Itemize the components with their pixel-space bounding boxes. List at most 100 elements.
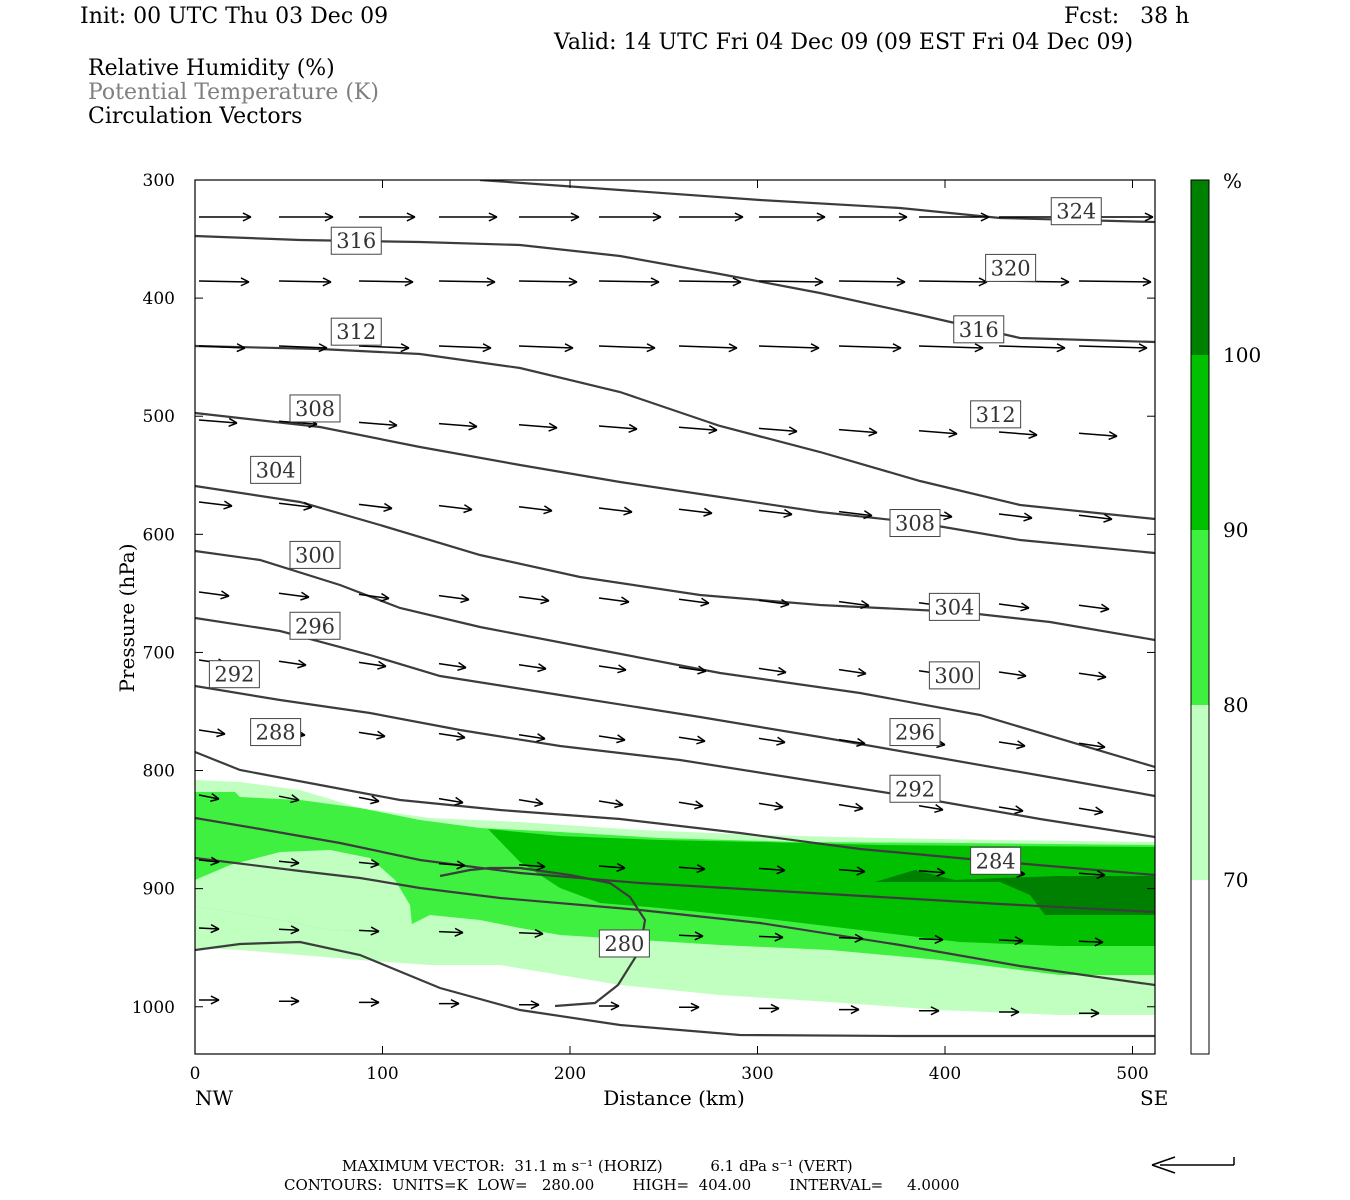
colorbar-100	[1191, 180, 1209, 355]
vector-arrow	[678, 735, 706, 745]
theta-contour-labels: 324 316 320 312 316 308 312 304 308 300 304 296 292 3…	[208, 197, 1102, 958]
vector-arrow	[678, 665, 707, 675]
vector-arrow	[758, 343, 820, 353]
rh-100-region	[875, 870, 1155, 915]
vector-arrow	[758, 426, 798, 436]
init-time: Init: 00 UTC Thu 03 Dec 09	[80, 4, 389, 29]
x-tick-label: 400	[929, 1064, 961, 1084]
vector-arrow	[438, 504, 473, 514]
vector-arrow	[838, 667, 867, 678]
theta-label-box	[330, 226, 382, 255]
rh-shading	[195, 780, 1155, 1015]
theta-label: 296	[895, 721, 935, 745]
vector-arrow	[518, 277, 578, 287]
vector-arrow	[278, 794, 300, 804]
vector-arrow	[198, 792, 220, 802]
theta-contour-line	[439, 866, 647, 1008]
vector-arrow	[198, 728, 226, 738]
colorbar-label-70: 70	[1223, 868, 1248, 892]
max-vector-info: MAXIMUM VECTOR: 31.1 m s⁻¹ (HORIZ) 6.1 d…	[342, 1157, 853, 1175]
vector-arrow	[918, 277, 988, 287]
vector-arrow	[1078, 806, 1104, 816]
vector-arrow	[758, 277, 824, 287]
theta-label-box	[208, 660, 260, 689]
vector-arrow	[1078, 741, 1106, 751]
vector-arrow	[439, 212, 498, 222]
vector-arrow	[838, 510, 873, 520]
vector-arrow	[839, 1005, 860, 1015]
theta-label: 284	[976, 849, 1016, 873]
vector-arrow	[518, 733, 546, 743]
vector-arrow	[839, 212, 908, 222]
vector-arrow	[598, 734, 626, 744]
theta-contour-line	[195, 856, 1155, 987]
vector-arrow	[838, 737, 866, 747]
theta-label: 288	[256, 721, 296, 745]
theta-label-box	[928, 592, 980, 621]
theta-label: 312	[336, 320, 376, 344]
vector-arrow	[918, 343, 984, 353]
vector-arrow	[838, 343, 902, 353]
theta-label-box	[970, 400, 1022, 429]
vector-arrow	[438, 343, 492, 353]
vector-arrow	[359, 212, 416, 222]
vector-arrow	[358, 343, 410, 353]
theta-label: 320	[991, 256, 1031, 280]
field-vectors-title: Circulation Vectors	[88, 104, 303, 129]
theta-label-box	[1050, 197, 1102, 226]
theta-label: 292	[214, 663, 254, 687]
vector-arrow	[518, 797, 544, 808]
theta-label-box	[289, 611, 341, 640]
theta-label: 304	[256, 458, 296, 482]
vector-arrow	[1078, 870, 1106, 880]
vector-arrow	[198, 590, 230, 600]
vector-arrow	[678, 931, 704, 941]
colorbar-label-80: 80	[1223, 693, 1248, 717]
theta-label-box	[889, 509, 941, 538]
vector-arrow	[198, 343, 246, 353]
vector-arrow	[678, 425, 718, 435]
field-theta-title: Potential Temperature (K)	[88, 80, 379, 105]
theta-contour-line	[195, 411, 1155, 555]
valid-time: Valid: 14 UTC Fri 04 Dec 09 (09 EST Fri …	[554, 30, 1134, 55]
vector-arrow	[518, 928, 544, 939]
vector-arrow	[838, 427, 878, 437]
colorbar-below	[1191, 880, 1209, 1054]
vector-arrow	[278, 659, 307, 669]
y-tick-label: 700	[143, 643, 175, 663]
vector-arrow	[278, 501, 313, 511]
vector-arrow	[359, 997, 380, 1007]
vector-arrow	[758, 801, 784, 811]
vector-arrow	[1078, 343, 1148, 353]
vector-arrow	[998, 512, 1033, 522]
vector-arrow	[438, 277, 496, 287]
theta-label-box	[289, 540, 341, 569]
reference-vector-arrow-icon	[1151, 1156, 1235, 1174]
theta-label-box	[889, 774, 941, 803]
x-right-end-label: SE	[1140, 1086, 1168, 1110]
x-tick-label: 200	[554, 1064, 586, 1084]
vector-arrow	[598, 799, 624, 809]
plot-frame	[194, 179, 1156, 1055]
theta-label: 308	[295, 397, 335, 421]
forecast-hour: Fcst: 38 h	[1064, 4, 1190, 29]
vector-arrow	[998, 343, 1066, 353]
y-tick-label: 600	[143, 525, 175, 545]
theta-label: 312	[976, 403, 1016, 427]
vector-arrow	[758, 598, 790, 608]
contour-info: CONTOURS: UNITS=K LOW= 280.00 HIGH= 404.…	[284, 1176, 960, 1194]
vector-arrow	[598, 596, 630, 606]
theta-label: 316	[959, 318, 999, 342]
vector-arrow	[279, 212, 334, 222]
vector-arrow	[358, 859, 380, 869]
vector-arrow	[519, 1000, 540, 1010]
theta-contour-line	[195, 484, 1155, 642]
theta-contours	[195, 180, 1155, 1038]
vector-arrow	[838, 866, 866, 876]
vector-arrow	[918, 428, 958, 438]
colorbar-label-90: 90	[1223, 518, 1248, 542]
vector-arrow	[998, 670, 1027, 680]
vector-arrow	[678, 277, 742, 287]
theta-label: 308	[895, 512, 935, 536]
